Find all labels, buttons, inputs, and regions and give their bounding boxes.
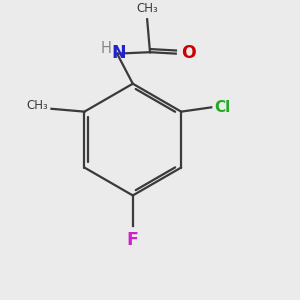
- Text: CH₃: CH₃: [136, 2, 158, 15]
- Text: O: O: [181, 44, 196, 62]
- Text: N: N: [111, 44, 126, 62]
- Text: H: H: [101, 41, 112, 56]
- Text: Cl: Cl: [214, 100, 230, 115]
- Text: CH₃: CH₃: [27, 99, 49, 112]
- Text: F: F: [127, 231, 139, 249]
